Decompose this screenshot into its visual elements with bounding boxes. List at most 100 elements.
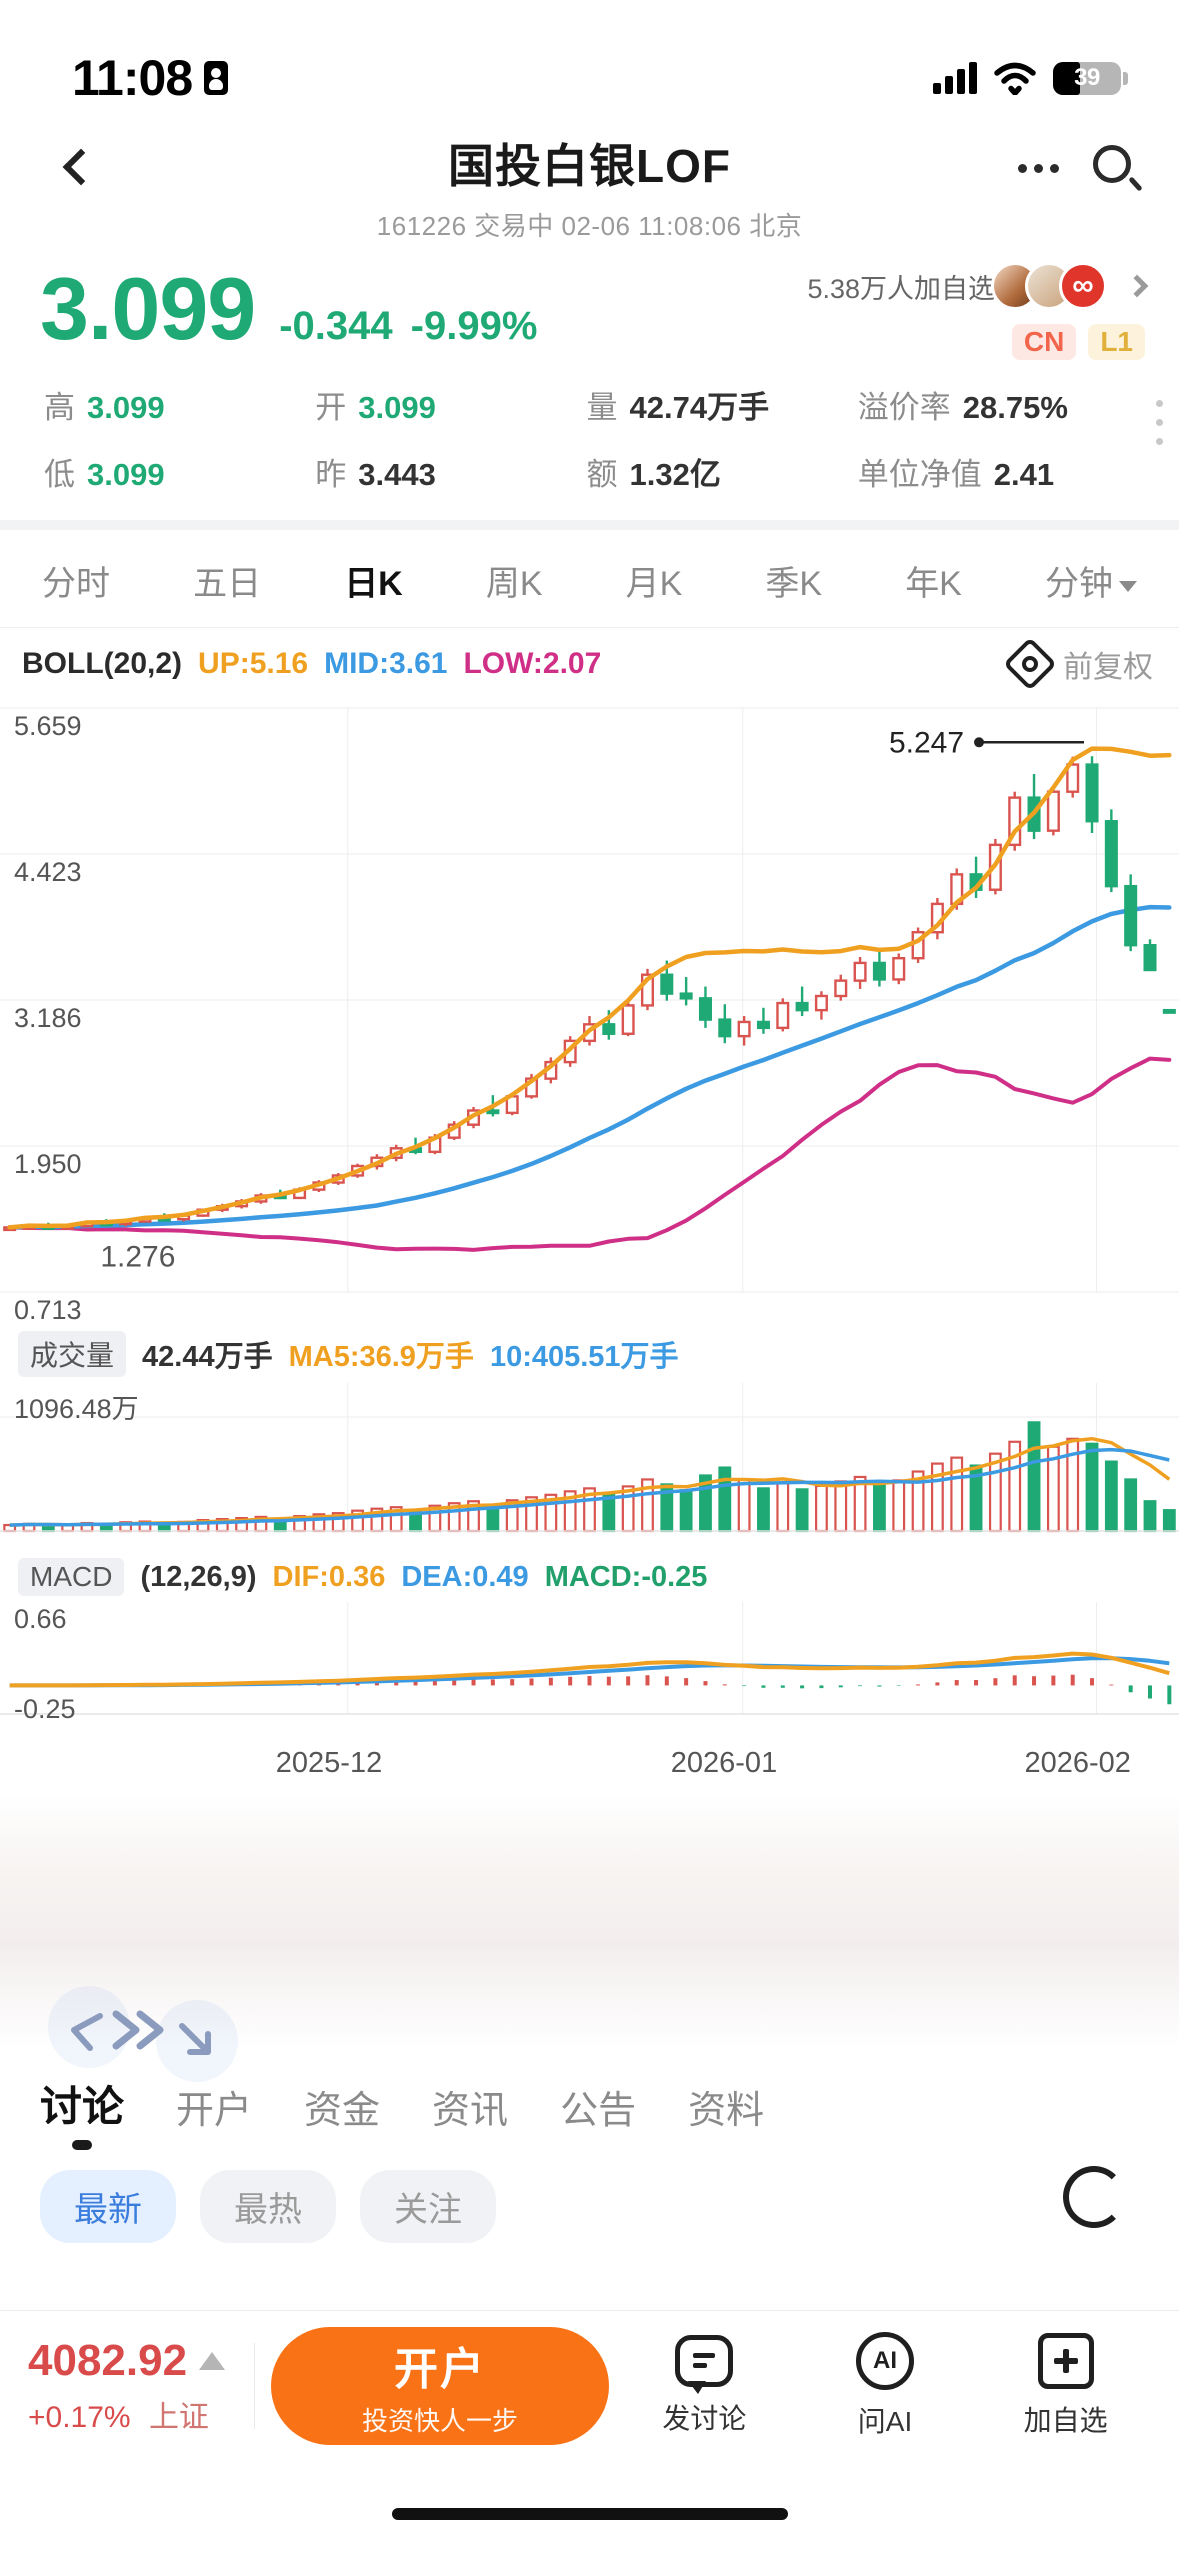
tabs-underline [0, 627, 1179, 628]
more-dots-icon[interactable] [1018, 138, 1059, 198]
follower-avatars [991, 262, 1107, 310]
content-tab-资料[interactable]: 资料 [688, 2090, 765, 2132]
content-tab-讨论[interactable]: 讨论 [40, 2073, 124, 2152]
stat-item-2: 量 42.74万手 [587, 382, 858, 427]
filter-chip-关注[interactable]: 关注 [360, 2170, 496, 2243]
price-change-pct: -9.99% [410, 304, 538, 348]
y-axis-label: 5.659 [14, 711, 82, 741]
stat-value: 3.099 [87, 457, 165, 492]
macd-params: (12,26,9) [140, 1560, 257, 1593]
refresh-icon[interactable] [1063, 2166, 1125, 2228]
tab-日K[interactable]: 日K [344, 565, 403, 603]
tab-季K[interactable]: 季K [765, 565, 823, 603]
plus-square-icon [1037, 2332, 1094, 2389]
tab-月K[interactable]: 月K [625, 565, 683, 603]
search-icon[interactable] [1093, 145, 1143, 192]
content-tab-公告[interactable]: 公告 [560, 2090, 637, 2132]
x-axis-label: 2026-02 [1024, 1747, 1131, 1779]
adjust-mode-label[interactable]: 前复权 [1063, 651, 1153, 684]
macd-max-label: 0.66 [14, 1604, 67, 1634]
post-discussion-button[interactable]: 发讨论 [619, 2334, 790, 2437]
market-index[interactable]: 4082.92 +0.17% 上证 [28, 2336, 238, 2436]
index-change-row: +0.17% 上证 [28, 2392, 238, 2436]
x-axis-label: 2025-12 [275, 1747, 383, 1779]
stat-key: 量 [586, 390, 618, 425]
volume-svg[interactable] [0, 1383, 1179, 1543]
filter-chip-最新[interactable]: 最新 [40, 2170, 176, 2243]
status-time-text: 11:08 [72, 50, 193, 106]
open-account-subtitle: 投资快人一步 [361, 2406, 518, 2436]
settings-gear-icon[interactable] [1003, 637, 1057, 691]
open-account-title: 开户 [394, 2345, 486, 2394]
candlestick-svg[interactable]: 5.247 1.276 [0, 696, 1179, 1316]
back-button[interactable] [46, 132, 116, 202]
tab-五日[interactable]: 五日 [193, 565, 262, 603]
boll-mid-value: MID:3.61 [324, 647, 448, 680]
stats-expand-button[interactable] [1156, 400, 1163, 445]
triangle-up-icon [199, 2351, 226, 2370]
content-tabs: 讨论 开户 资金 资讯 公告 资料 [0, 2047, 1179, 2152]
svg-text:1.276: 1.276 [100, 1241, 175, 1274]
stat-value: 3.099 [358, 390, 436, 425]
content-tab-资金[interactable]: 资金 [304, 2090, 381, 2132]
cellular-signal-icon [933, 62, 977, 94]
price-change: -0.344 [279, 304, 393, 348]
stat-value: 3.443 [358, 457, 436, 492]
stat-key: 额 [586, 457, 618, 492]
boll-label: BOLL(20,2) [22, 647, 183, 680]
status-time: 11:08 [72, 49, 229, 107]
tab-分钟[interactable]: 分钟 [1045, 556, 1137, 605]
macd-chart[interactable]: 0.66 -0.25 [0, 1602, 1179, 1739]
page-subtitle: 161226 交易中 02-06 11:08:06 北京 [376, 211, 803, 241]
status-indicators: 39 [933, 61, 1128, 95]
wifi-icon [994, 62, 1036, 95]
volume-value: 42.44万手 [142, 1341, 273, 1373]
status-badge: L1 [1088, 324, 1145, 360]
lock-portrait-icon [204, 61, 229, 95]
index-change-pct: +0.17% [28, 2400, 131, 2434]
quote-main: 3.099 -0.344 -9.99% [40, 258, 1139, 360]
battery-icon: 39 [1053, 61, 1128, 95]
stat-key: 昨 [315, 457, 347, 492]
comment-bubble-icon [675, 2334, 734, 2394]
current-price: 3.099 [40, 259, 256, 358]
macd-value: MACD:-0.25 [544, 1560, 708, 1593]
open-account-button[interactable]: 开户 投资快人一步 [271, 2326, 609, 2445]
boll-up-value: UP:5.16 [198, 647, 309, 680]
macd-panel-header: MACD (12,26,9) DIF:0.36 DEA:0.49 MACD:-0… [0, 1548, 1179, 1602]
boll-indicator-row: BOLL(20,2) UP:5.16 MID:3.61 LOW:2.07 前复权 [0, 628, 1179, 696]
tab-周K[interactable]: 周K [485, 565, 543, 603]
macd-min-label: -0.25 [14, 1694, 76, 1724]
stat-value: 1.32亿 [629, 457, 721, 492]
followers-block[interactable]: 5.38万人加自选 CN L1 [807, 262, 1149, 360]
home-indicator [391, 2508, 788, 2520]
boll-low-value: LOW:2.07 [463, 647, 602, 680]
stat-key: 单位净值 [857, 457, 982, 492]
ask-ai-button[interactable]: AI 问AI [800, 2331, 971, 2440]
stat-value: 28.75% [962, 390, 1068, 425]
nav-header: 国投白银LOF 161226 交易中 02-06 11:08:06 北京 [0, 118, 1179, 248]
bottom-action-bar: 4082.92 +0.17% 上证 开户 投资快人一步 发讨论 AI 问AI 加… [0, 2310, 1179, 2460]
index-value: 4082.92 [28, 2335, 188, 2385]
stats-grid: 高 3.099 开 3.099 量 42.74万手 溢价率 28.75% 低 3.099 昨 3.44… [0, 360, 1179, 520]
content-tab-开户[interactable]: 开户 [176, 2090, 253, 2132]
content-tab-资讯[interactable]: 资讯 [432, 2090, 509, 2132]
tab-年K[interactable]: 年K [905, 565, 962, 603]
volume-chart[interactable]: 1096.48万 [0, 1383, 1179, 1548]
followers-row[interactable]: 5.38万人加自选 [807, 262, 1149, 310]
post-discussion-label: 发讨论 [662, 2402, 747, 2434]
macd-svg[interactable] [0, 1602, 1179, 1734]
filter-chip-最热[interactable]: 最热 [200, 2170, 336, 2243]
price-chart[interactable]: 5.247 1.276 5.659 4.423 3.186 1.950 0.713 [0, 696, 1179, 2082]
stat-item-4: 低 3.099 [44, 449, 315, 494]
y-axis-label: 3.186 [14, 1003, 82, 1033]
chart-settings[interactable]: 前复权 [1003, 637, 1153, 691]
volume-ma10: 10:405.51万手 [489, 1341, 679, 1373]
section-divider [0, 520, 1179, 530]
stat-item-1: 开 3.099 [315, 382, 586, 427]
stat-key: 溢价率 [857, 390, 951, 425]
chevron-right-icon[interactable] [1125, 274, 1149, 298]
tab-分时[interactable]: 分时 [42, 565, 110, 603]
index-name: 上证 [148, 2400, 209, 2434]
add-watchlist-button[interactable]: 加自选 [980, 2332, 1151, 2439]
